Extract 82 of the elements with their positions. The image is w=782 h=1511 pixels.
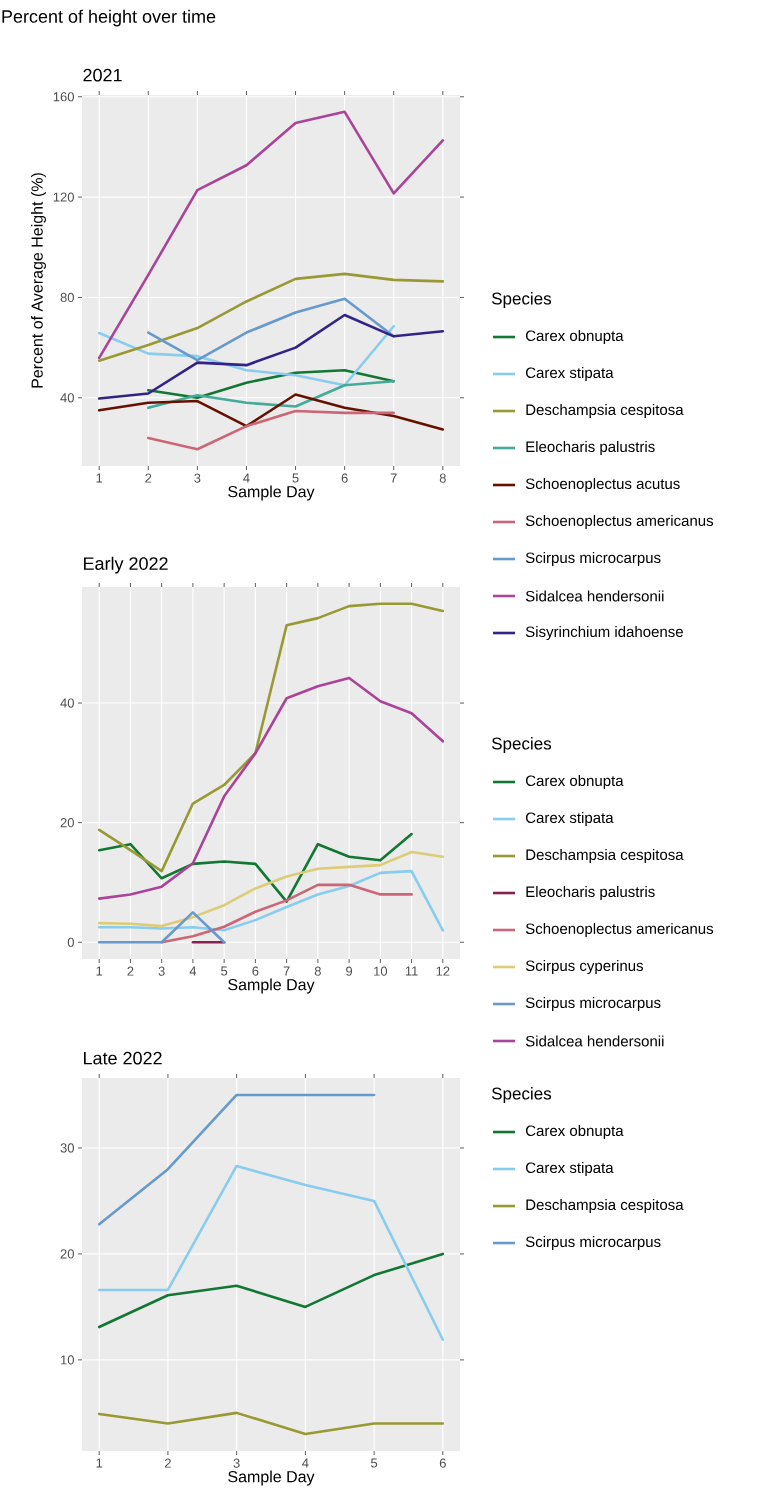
line-series <box>97 393 445 431</box>
y-tick-label: 40 <box>60 698 74 708</box>
legend-title: Species <box>491 292 552 308</box>
legend-label: Sidalcea hendersonii <box>525 1035 664 1047</box>
line-series <box>97 272 445 362</box>
legend-label: Scirpus microcarpus <box>525 997 661 1012</box>
line-series <box>97 676 445 900</box>
x-tick-label: 1 <box>96 473 103 483</box>
y-tick-label: 10 <box>61 1355 74 1365</box>
legend-label: Deschampsia cespitosa <box>526 404 684 419</box>
legend-label: Eleocharis palustris <box>526 441 655 455</box>
x-axis-title: Sample Day <box>228 1470 315 1486</box>
y-tick-label: 0 <box>67 937 74 947</box>
y-tick-label: 80 <box>60 292 74 303</box>
x-tick-label: 5 <box>221 966 228 976</box>
chart-title: Early 2022 <box>84 556 168 574</box>
legend-label: Schoenoplectus americanus <box>525 514 714 529</box>
x-tick-label: 3 <box>158 966 165 976</box>
line-series <box>146 409 396 451</box>
x-tick-label: 12 <box>436 966 450 976</box>
legend-title: Species <box>491 737 552 753</box>
legend-title: Species <box>491 1087 552 1103</box>
legend-label: Eleocharis palustris <box>526 886 655 901</box>
legend-label: Schoenoplectus americanus <box>525 923 714 937</box>
x-tick-label: 4 <box>189 966 197 976</box>
y-tick-label: 160 <box>53 92 74 102</box>
chart-title: Late 2022 <box>84 1051 162 1065</box>
x-axis-title: Sample Day <box>228 485 315 501</box>
line-series <box>97 1411 445 1436</box>
x-tick-label: 2 <box>164 1458 171 1468</box>
x-tick-label: 4 <box>302 1458 309 1468</box>
x-tick-label: 1 <box>96 966 103 976</box>
legend-label: Scirpus microcarpus <box>525 552 661 567</box>
legend-label: Sidalcea hendersonii <box>525 590 664 602</box>
x-tick-label: 11 <box>405 966 418 976</box>
x-tick-label: 2 <box>127 966 134 976</box>
y-tick-label: 40 <box>60 393 74 403</box>
x-tick-label: 8 <box>314 966 321 976</box>
line-series <box>146 379 396 410</box>
x-tick-label: 6 <box>341 473 348 483</box>
y-axis-title: Percent of Average Height (%) <box>31 173 46 388</box>
x-tick-label: 10 <box>374 966 388 976</box>
legend-label: Scirpus microcarpus <box>525 1236 661 1251</box>
x-tick-label: 6 <box>252 966 259 976</box>
x-tick-label: 5 <box>292 473 299 483</box>
chart-title: Percent of height over time <box>2 9 216 27</box>
legend-label: Carex obnupta <box>525 1125 624 1140</box>
line-series <box>97 1164 445 1342</box>
legend-label: Deschampsia cespitosa <box>526 1199 684 1214</box>
x-tick-label: 7 <box>283 966 290 976</box>
line-series <box>97 313 445 400</box>
x-tick-label: 2 <box>145 473 152 483</box>
y-tick-label: 30 <box>60 1143 74 1153</box>
line-series <box>160 883 413 944</box>
legend-label: Carex obnupta <box>525 330 624 344</box>
x-tick-label: 9 <box>346 966 353 976</box>
x-tick-label: 1 <box>96 1458 103 1468</box>
line-series <box>97 869 445 932</box>
y-tick-label: 120 <box>53 192 74 202</box>
legend-label: Schoenoplectus acutus <box>525 478 680 492</box>
x-tick-label: 6 <box>439 1458 446 1468</box>
y-tick-label: 20 <box>60 1249 74 1259</box>
x-tick-label: 3 <box>233 1458 240 1468</box>
legend-label: Deschampsia cespitosa <box>526 849 684 863</box>
x-tick-label: 8 <box>439 473 446 483</box>
line-series <box>97 602 445 873</box>
line-series <box>97 1252 445 1329</box>
legend-label: Carex stipata <box>525 1162 614 1177</box>
x-tick-label: 5 <box>371 1458 378 1468</box>
legend-label: Carex stipata <box>525 812 614 827</box>
line-series <box>97 850 445 928</box>
legend-label: Carex obnupta <box>525 775 624 789</box>
line-series <box>97 110 445 360</box>
x-tick-label: 4 <box>243 473 250 483</box>
y-tick-label: 20 <box>60 818 74 828</box>
x-tick-label: 7 <box>390 473 397 483</box>
legend-label: Sisyrinchium idahoense <box>525 626 683 640</box>
x-tick-label: 3 <box>194 473 201 483</box>
legend-label: Scirpus cyperinus <box>525 960 644 974</box>
chart-subtitle: 2021 <box>83 68 122 82</box>
legend-label: Carex stipata <box>525 367 614 381</box>
x-axis-title: Sample Day <box>228 978 315 994</box>
